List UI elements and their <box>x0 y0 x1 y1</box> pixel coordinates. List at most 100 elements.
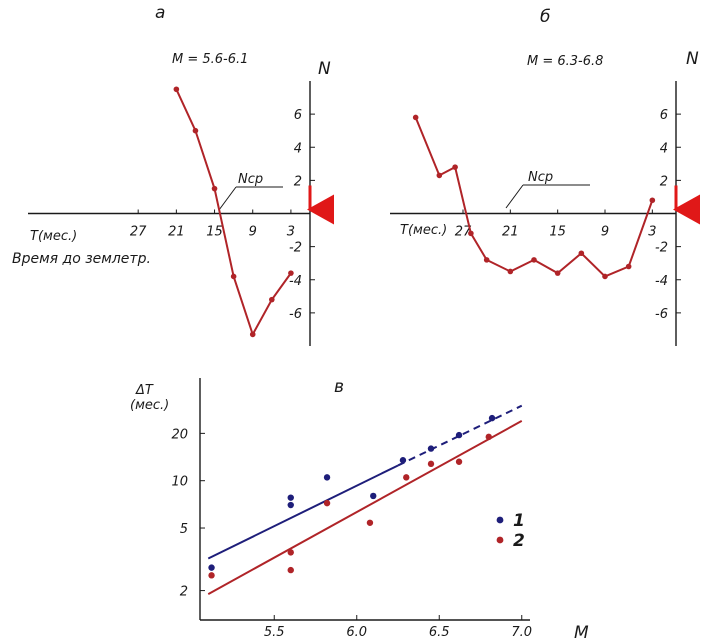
panel-a-point <box>211 185 218 192</box>
panel-v-legend: 12 <box>496 511 525 551</box>
panel-v-point-series-1 <box>399 457 407 464</box>
panel-b-magnitude-label: M = 6.3-6.8 <box>527 54 603 69</box>
panel-v-point-series-2 <box>403 474 410 481</box>
panel-v-point-series-2 <box>485 433 492 441</box>
panel-a-x-tick-label: 21 <box>168 225 185 240</box>
panel-a-x-axis-caption: Время до землетр. <box>12 251 151 267</box>
panel-a-x-tick-label: 3 <box>287 225 295 240</box>
panel-a-x-tick-label: 15 <box>206 225 223 240</box>
panel-v-y-tick-label: 20 <box>171 427 188 442</box>
panel-a-point <box>192 127 199 134</box>
panel-a-y-tick-label: -4 <box>289 274 302 289</box>
panel-b-y-tick-label: 6 <box>660 108 668 123</box>
panel-b-point <box>452 164 458 170</box>
panel-a-y-axis-label: N <box>318 59 331 79</box>
panel-b-x-axis-label: T(мес.) <box>400 223 447 238</box>
panel-v-y-tick-label: 10 <box>171 475 188 490</box>
panel-b-x-tick-label: 3 <box>648 225 656 240</box>
panel-a-y-tick-label: -6 <box>289 307 302 322</box>
panel-a-point <box>249 331 256 338</box>
panel-a-y-tick-label: -2 <box>289 241 302 256</box>
panel-b-point <box>578 250 585 257</box>
panel-b-label: б <box>540 7 550 27</box>
panel-b-point <box>625 263 632 270</box>
panel-a-y-tick-label: 6 <box>294 108 302 123</box>
panel-b-point <box>554 270 561 276</box>
panel-a-point <box>269 296 275 303</box>
panel-v-y-axis-label: ΔT <box>135 383 154 398</box>
panel-a-x-tick-label: 27 <box>130 225 147 240</box>
panel-b-x-tick-label: 21 <box>502 225 519 240</box>
panel-b-y-tick-label: -4 <box>655 274 668 289</box>
panel-v-point-series-2 <box>208 572 215 579</box>
panel-v-x-tick-label: 5.5 <box>264 625 285 640</box>
panel-b-baseline-label: Ncp <box>528 170 553 185</box>
panel-v-point-series-2 <box>366 519 374 526</box>
panel-v-points <box>208 414 496 579</box>
panel-a-magnitude-label: M = 5.6-6.1 <box>172 52 248 67</box>
panel-a-x-axis-label: T(мес.) <box>30 229 77 244</box>
panel-v-y-tick-label: 5 <box>180 522 188 537</box>
panel-v-point-series-1 <box>287 501 294 509</box>
panel-b-x-tick-label: 15 <box>549 225 566 240</box>
panel-v-fit-line-1 <box>207 464 399 560</box>
panel-b-y-tick-label: 2 <box>660 174 668 189</box>
panel-b-x-tick-label: 27 <box>455 225 472 240</box>
panel-a: a M = 5.6-6.1 N T(мес.) Время до землетр… <box>12 3 334 346</box>
panel-a-point <box>288 270 294 276</box>
panel-v-fits <box>207 404 523 595</box>
panel-v-fit-line-2 <box>207 420 523 595</box>
panel-v-point-series-2 <box>455 458 463 465</box>
panel-v-point-series-2 <box>427 460 435 468</box>
panel-b-x-tick-label: 9 <box>601 225 609 240</box>
panel-b-point <box>483 257 490 263</box>
panel-v-legend-marker-1 <box>496 516 504 524</box>
panel-v-point-series-1 <box>427 445 435 452</box>
panel-v-legend-label-2: 2 <box>513 531 525 551</box>
panel-v-x-tick-label: 6.5 <box>429 625 450 640</box>
panel-v-x-tick-label: 7.0 <box>511 625 532 640</box>
panel-v-point-series-2 <box>323 499 331 507</box>
panel-v-point-series-1 <box>455 431 463 439</box>
panel-a-baseline-pointer-leg <box>218 186 237 211</box>
panel-v-point-series-2 <box>287 549 294 556</box>
panel-b-point <box>531 257 537 263</box>
panel-b-point <box>602 273 608 280</box>
panel-b-point <box>412 114 419 121</box>
panel-a-axes: 27 21 15 9 3 6 4 2 -2 -4 -6 <box>28 81 334 346</box>
panel-a-point <box>230 273 237 280</box>
panel-v-x-axis-label: M <box>574 623 589 643</box>
panel-v-label: в <box>334 377 344 397</box>
panel-v-point-series-1 <box>208 564 215 571</box>
panel-v-y-axis-unit: (мес.) <box>130 398 169 413</box>
panel-v-fit-line-1-extension <box>397 404 523 467</box>
panel-v-point-series-2 <box>287 566 294 574</box>
panel-b-y-tick-label: 4 <box>660 141 668 156</box>
panel-b-axes: 27 21 15 9 3 6 4 2 -2 -4 -6 <box>390 81 700 346</box>
panel-v-point-series-1 <box>370 492 377 500</box>
panel-v-point-series-1 <box>323 474 331 481</box>
panel-v-x-tick-label: 6.0 <box>346 625 367 640</box>
panel-b-point <box>649 197 656 204</box>
panel-v-legend-label-1: 1 <box>513 511 525 531</box>
panel-b-baseline-pointer-leg <box>505 184 524 209</box>
panel-a-y-tick-label: 2 <box>294 174 302 189</box>
panel-b: б M = 6.3-6.8 N T(мес.) Ncp 27 21 15 9 3 6 4 2 -… <box>390 7 700 346</box>
panel-b-y-axis-label: N <box>686 49 699 69</box>
panel-a-baseline-label: Ncp <box>238 172 263 187</box>
panel-a-point <box>173 86 180 93</box>
panel-b-y-tick-label: -6 <box>655 307 668 322</box>
panel-b-point <box>507 268 514 275</box>
panel-b-series-line <box>414 117 654 278</box>
panel-b-series <box>412 114 656 280</box>
panel-a-label: a <box>155 3 165 23</box>
panel-v-legend-marker-2 <box>496 536 504 544</box>
panel-b-point <box>468 230 474 237</box>
panel-a-series <box>173 86 294 338</box>
panel-a-y-tick-label: 4 <box>294 141 302 156</box>
panel-v-point-series-1 <box>488 414 496 422</box>
panel-v-axes: 5.5 6.0 6.5 7.0 2 5 10 20 <box>171 378 532 640</box>
panel-b-y-tick-label: -2 <box>655 241 668 256</box>
panel-v: в ΔT (мес.) M 5.5 6.0 6.5 7.0 2 5 10 20 12 <box>130 377 589 643</box>
